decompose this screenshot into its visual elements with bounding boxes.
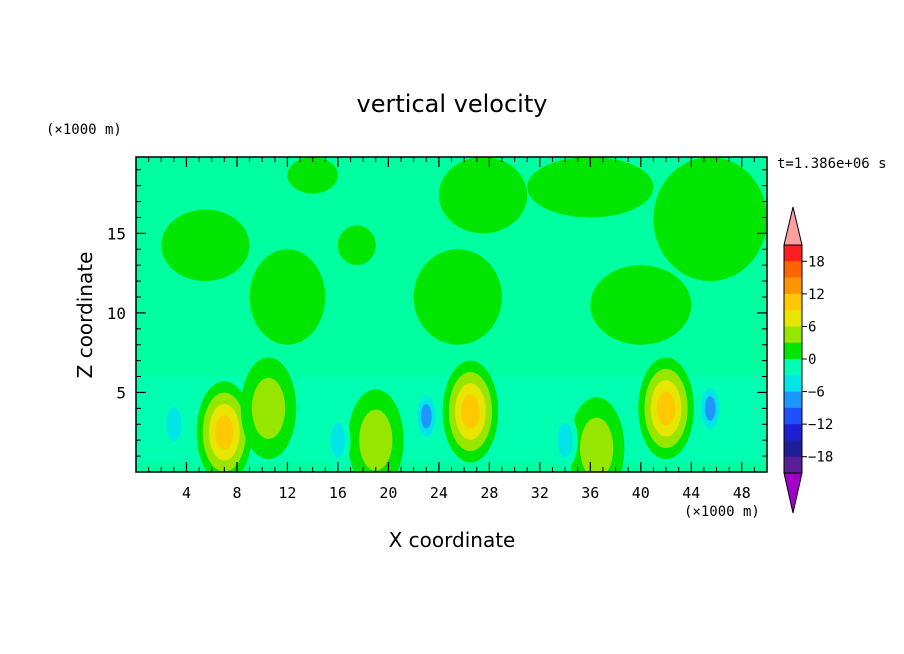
updraft-cell-3 [442, 360, 499, 463]
x-tick-label-48: 48 [733, 484, 751, 502]
plot-area [136, 157, 767, 472]
contour-9-1 [330, 423, 346, 458]
downdraft-cell-9 [325, 411, 351, 469]
colorbar-band [784, 261, 802, 278]
x-tick-label-36: 36 [581, 484, 599, 502]
x-unit-label: (×1000 m) [684, 504, 760, 520]
x-tick-label-12: 12 [278, 484, 296, 502]
x-tick-label-4: 4 [182, 484, 191, 502]
contour-1-1 [251, 377, 286, 439]
positive-region-8 [653, 157, 767, 282]
colorbar-band [784, 326, 802, 344]
field-contours [136, 157, 767, 472]
colorbar-band [784, 456, 802, 474]
downdraft-cell-8 [697, 379, 723, 438]
colorbar-label: −6 [808, 385, 825, 401]
colorbar-over-triangle [783, 206, 803, 246]
y-axis: 5 10 15 [107, 169, 767, 457]
updraft-cell-2 [348, 389, 404, 472]
positive-region-0 [287, 157, 338, 194]
x-axis: 4 8 12 16 20 24 28 32 36 40 44 48 [148, 157, 755, 502]
x-tick-label-20: 20 [379, 484, 397, 502]
colorbar-label: −18 [808, 450, 833, 466]
colorbar-band [784, 391, 802, 409]
positive-region-3 [337, 225, 376, 266]
updraft-cell-5 [568, 397, 625, 472]
colorbar-band [784, 342, 802, 360]
x-tick-label-44: 44 [682, 484, 700, 502]
colorbar-label: 18 [808, 254, 825, 270]
contour-6-1 [166, 407, 182, 442]
x-tick-label-8: 8 [232, 484, 241, 502]
colorbar-label: 12 [808, 287, 825, 303]
updraft-cell-4 [638, 357, 694, 460]
colorbar-label: 0 [808, 352, 816, 368]
time-label: t=1.386e+06 s [777, 156, 887, 172]
x-axis-label: X coordinate [389, 528, 516, 552]
contour-3-3 [461, 394, 480, 429]
y-tick-label-10: 10 [107, 304, 126, 323]
x-tick-label-24: 24 [430, 484, 448, 502]
x-tick-label-32: 32 [531, 484, 549, 502]
colorbar-band [784, 424, 802, 441]
positive-region-4 [413, 249, 502, 345]
x-tick-label-16: 16 [329, 484, 347, 502]
y-axis-label: Z coordinate [73, 252, 97, 379]
positive-region-5 [438, 157, 528, 234]
contour-0-3 [215, 415, 234, 450]
colorbar-band [784, 245, 802, 262]
updraft-cell-0 [196, 381, 253, 472]
colorbar-band [784, 293, 802, 311]
colorbar-band [784, 359, 802, 376]
y-tick-label-5: 5 [116, 383, 126, 402]
contour-5-1 [579, 417, 614, 472]
colorbar-label: 6 [808, 319, 816, 335]
colorbar-band [784, 407, 802, 425]
y-tick-label-15: 15 [107, 224, 126, 243]
colorbar-band [784, 440, 802, 458]
colorbar-band [784, 310, 802, 327]
contour-4-3 [656, 391, 676, 426]
colorbar-band [784, 375, 802, 392]
downdraft-cell-10 [552, 411, 578, 469]
positive-region-2 [249, 249, 326, 345]
downdraft-cell-7 [413, 387, 439, 445]
colorbar-under-triangle [783, 472, 803, 514]
x-tick-label-40: 40 [632, 484, 650, 502]
contour-2-1 [359, 409, 393, 471]
contour-10-1 [557, 423, 573, 458]
chart-title: vertical velocity [357, 90, 548, 118]
contour-7-2 [420, 404, 432, 429]
y-unit-label: (×1000 m) [46, 122, 122, 138]
positive-region-1 [161, 209, 250, 282]
x-tick-label-28: 28 [480, 484, 498, 502]
updraft-cell-1 [240, 357, 297, 460]
colorbar-label: −12 [808, 417, 833, 433]
positive-region-7 [590, 265, 692, 345]
colorbar-band [784, 277, 802, 295]
downdraft-cell-6 [161, 395, 187, 453]
colorbar: 18 12 6 0 −6 −12 −18 [783, 206, 833, 514]
contour-8-2 [704, 396, 716, 421]
positive-region-6 [527, 157, 654, 218]
